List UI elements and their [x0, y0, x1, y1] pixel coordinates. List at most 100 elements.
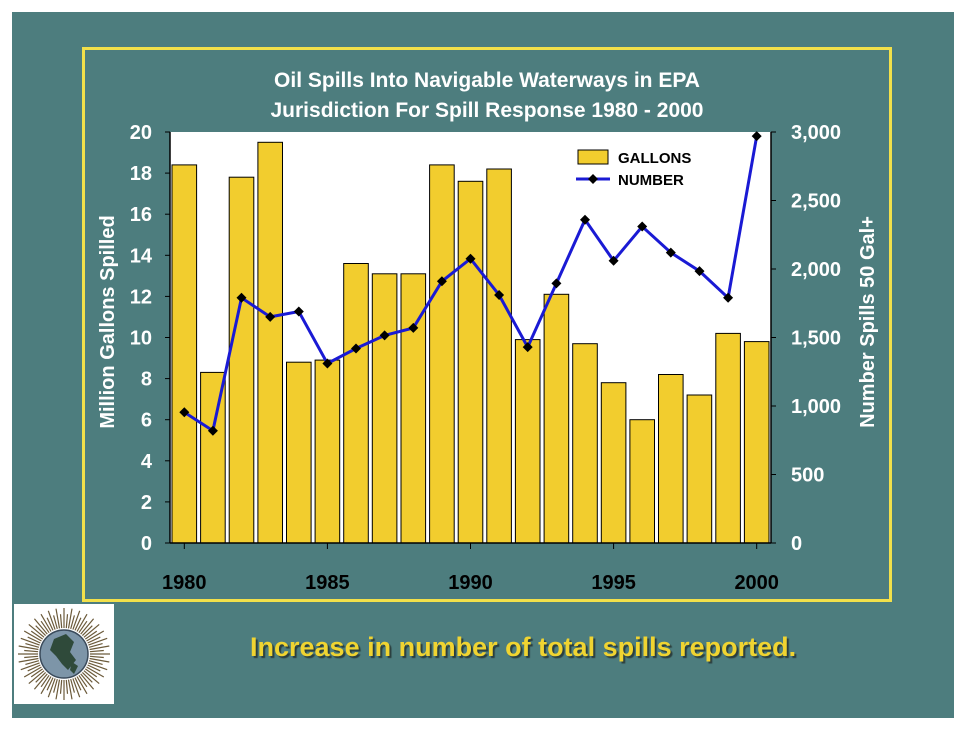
y-right-tick-label: 2,500 — [791, 191, 841, 213]
bar-gallons-1981 — [200, 371, 226, 544]
logo-ray — [25, 643, 40, 648]
logo-ray — [89, 645, 110, 651]
logo-ray — [20, 637, 40, 646]
logo-ray — [40, 676, 52, 695]
logo-ray — [46, 677, 54, 691]
y-left-tick-label: 2 — [141, 492, 152, 514]
logo-ray — [74, 677, 82, 691]
point-number-2000 — [751, 131, 762, 142]
point-number-1988 — [408, 322, 419, 333]
logo-ray — [24, 655, 39, 659]
bar-gallons-1992 — [514, 339, 541, 544]
logo-ray — [81, 625, 93, 637]
point-number-1990 — [465, 253, 476, 264]
y-left-tick-label: 14 — [130, 245, 153, 267]
logo-ray — [33, 673, 48, 690]
logo-ray — [89, 657, 110, 663]
bar-gallons-1997 — [658, 374, 684, 544]
y-left-tick-label: 6 — [141, 410, 152, 432]
logo-ray — [40, 674, 50, 688]
point-number-1991 — [494, 290, 505, 300]
bar-gallons-1990 — [457, 180, 484, 544]
point-number-1981 — [207, 425, 218, 436]
logo-ray — [27, 664, 41, 672]
logo-ray — [30, 630, 44, 640]
bar-gallons-1987 — [371, 273, 398, 544]
logo-ray — [55, 679, 61, 700]
logo-ray — [80, 673, 95, 690]
point-number-1984 — [293, 306, 304, 317]
bar-gallons-1980 — [171, 164, 198, 544]
point-number-1996 — [637, 221, 648, 232]
logo-ray — [89, 649, 104, 653]
point-number-1983 — [265, 311, 276, 322]
y-right-tick-label: 500 — [791, 465, 824, 487]
x-tick-label: 2000 — [734, 572, 779, 594]
logo-ray — [23, 630, 42, 642]
y-right-tick-label: 1,500 — [791, 328, 841, 350]
x-tick-label: 1995 — [591, 572, 636, 594]
chart-title-line-1: Oil Spills Into Navigable Waterways in E… — [274, 69, 700, 92]
logo-ray — [72, 610, 81, 630]
logo-ray — [40, 613, 52, 632]
bar-gallons-1991 — [486, 168, 512, 544]
y-right-tick-label: 2,000 — [791, 259, 841, 281]
logo-ray — [83, 623, 100, 638]
logo-ray — [70, 678, 75, 693]
logo-ray — [74, 617, 82, 631]
point-number-1985 — [322, 358, 333, 369]
y-right-tick-label: 3,000 — [791, 122, 841, 144]
logo-ray — [88, 662, 108, 671]
y-left-tick-label: 12 — [130, 286, 152, 308]
bar-gallons-1993 — [543, 293, 570, 544]
globe-sunburst-logo — [14, 604, 114, 704]
bar-gallons-1982 — [228, 176, 255, 544]
point-number-1986 — [351, 343, 361, 354]
logo-ray — [53, 615, 58, 630]
logo-ray — [67, 679, 73, 700]
point-number-1994 — [580, 214, 590, 225]
logo-ray — [18, 645, 39, 651]
legend-number-label: NUMBER — [618, 172, 684, 189]
logo-ray — [18, 657, 39, 663]
logo-ray — [86, 630, 105, 642]
x-tick-label: 1985 — [305, 572, 350, 594]
bar-gallons-1996 — [629, 419, 656, 544]
logo-ray — [59, 679, 63, 694]
logo-ray — [27, 636, 41, 644]
logo-ray — [80, 618, 95, 635]
bar-gallons-1989 — [429, 164, 455, 544]
globe-sunburst-icon — [18, 608, 110, 700]
caption-text: Increase in number of total spills repor… — [250, 632, 797, 662]
logo-ray — [87, 664, 101, 672]
chart-title-line-2: Jurisdiction For Spill Response 1980 - 2… — [271, 99, 704, 122]
legend-number-marker — [588, 174, 598, 184]
logo-ray — [46, 617, 54, 631]
bar-gallons-1984 — [286, 361, 312, 544]
y-left-tick-label: 20 — [130, 122, 152, 144]
bar-gallons-1994 — [572, 343, 598, 544]
bar-gallons-1985 — [314, 359, 341, 544]
y-left-tick-label: 18 — [130, 163, 152, 185]
logo-ray — [24, 649, 39, 653]
logo-ray — [23, 666, 42, 678]
logo-ray — [76, 676, 88, 695]
y-axis-left-label: Million Gallons Spilled — [97, 215, 119, 428]
y-left-tick-label: 16 — [130, 204, 152, 226]
legend-gallons-label: GALLONS — [618, 150, 691, 167]
logo-ray — [84, 668, 98, 678]
logo-ray — [55, 608, 61, 629]
y-right-tick-label: 1,000 — [791, 396, 841, 418]
bar-gallons-1998 — [686, 394, 713, 544]
x-tick-label: 1980 — [162, 572, 207, 594]
point-number-1987 — [379, 330, 390, 341]
logo-ray — [53, 678, 58, 693]
bar-gallons-1995 — [600, 382, 627, 544]
point-number-1980 — [179, 407, 190, 418]
x-tick-label: 1990 — [448, 572, 493, 594]
logo-ray — [59, 614, 63, 629]
y-right-tick-label: 0 — [791, 533, 802, 555]
bar-gallons-2000 — [743, 341, 770, 544]
chart-frame — [82, 47, 892, 602]
